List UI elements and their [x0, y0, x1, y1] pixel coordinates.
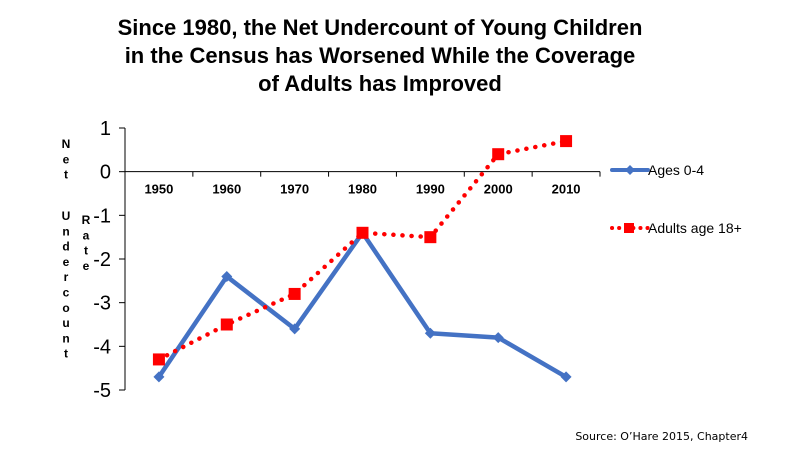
data-point-square: [220, 318, 233, 331]
series-line-1: [156, 138, 569, 362]
data-point-square: [152, 353, 165, 366]
data-point-diamond: [153, 371, 165, 383]
chart-title-line-3: of Adults has Improved: [258, 71, 502, 96]
data-point-diamond: [289, 323, 301, 335]
y-tick-label: 0: [100, 162, 111, 184]
data-point-square: [288, 287, 301, 300]
data-point-square: [356, 226, 369, 239]
series-line-0: [156, 230, 569, 380]
y-tick-label: -1: [93, 205, 111, 227]
y-tick-label: -4: [93, 336, 111, 358]
x-tick-label: 2010: [552, 182, 581, 197]
x-tick-label: 1980: [348, 182, 377, 197]
legend-marker-square: [624, 223, 634, 233]
data-point-diamond: [560, 371, 572, 383]
x-tick-label: 1960: [212, 182, 241, 197]
x-tick-label: 1970: [280, 182, 309, 197]
data-point-square: [492, 148, 505, 161]
data-point-diamond: [492, 332, 504, 344]
y-tick-label: -2: [93, 249, 111, 271]
x-tick-label: 1990: [416, 182, 445, 197]
data-point-diamond: [424, 327, 436, 339]
data-point-square: [560, 135, 573, 148]
x-tick-label: 1950: [144, 182, 173, 197]
chart-title-line-2: in the Census has Worsened While the Cov…: [124, 43, 636, 68]
y-tick-label: 1: [100, 118, 111, 140]
chart-title: Since 1980, the Net Undercount of Young …: [100, 14, 660, 98]
legend-label-1: Adults age 18+: [648, 220, 742, 236]
source-note: Source: O’Hare 2015, Chapter4: [575, 430, 748, 443]
data-point-square: [424, 231, 437, 244]
y-tick-label: -5: [93, 380, 111, 402]
x-tick-label: 2000: [484, 182, 513, 197]
legend-marker-diamond: [625, 165, 635, 175]
y-tick-label: -3: [93, 293, 111, 315]
legend-label-0: Ages 0-4: [648, 162, 704, 178]
data-point-diamond: [221, 270, 233, 282]
chart-title-line-1: Since 1980, the Net Undercount of Young …: [117, 15, 643, 40]
